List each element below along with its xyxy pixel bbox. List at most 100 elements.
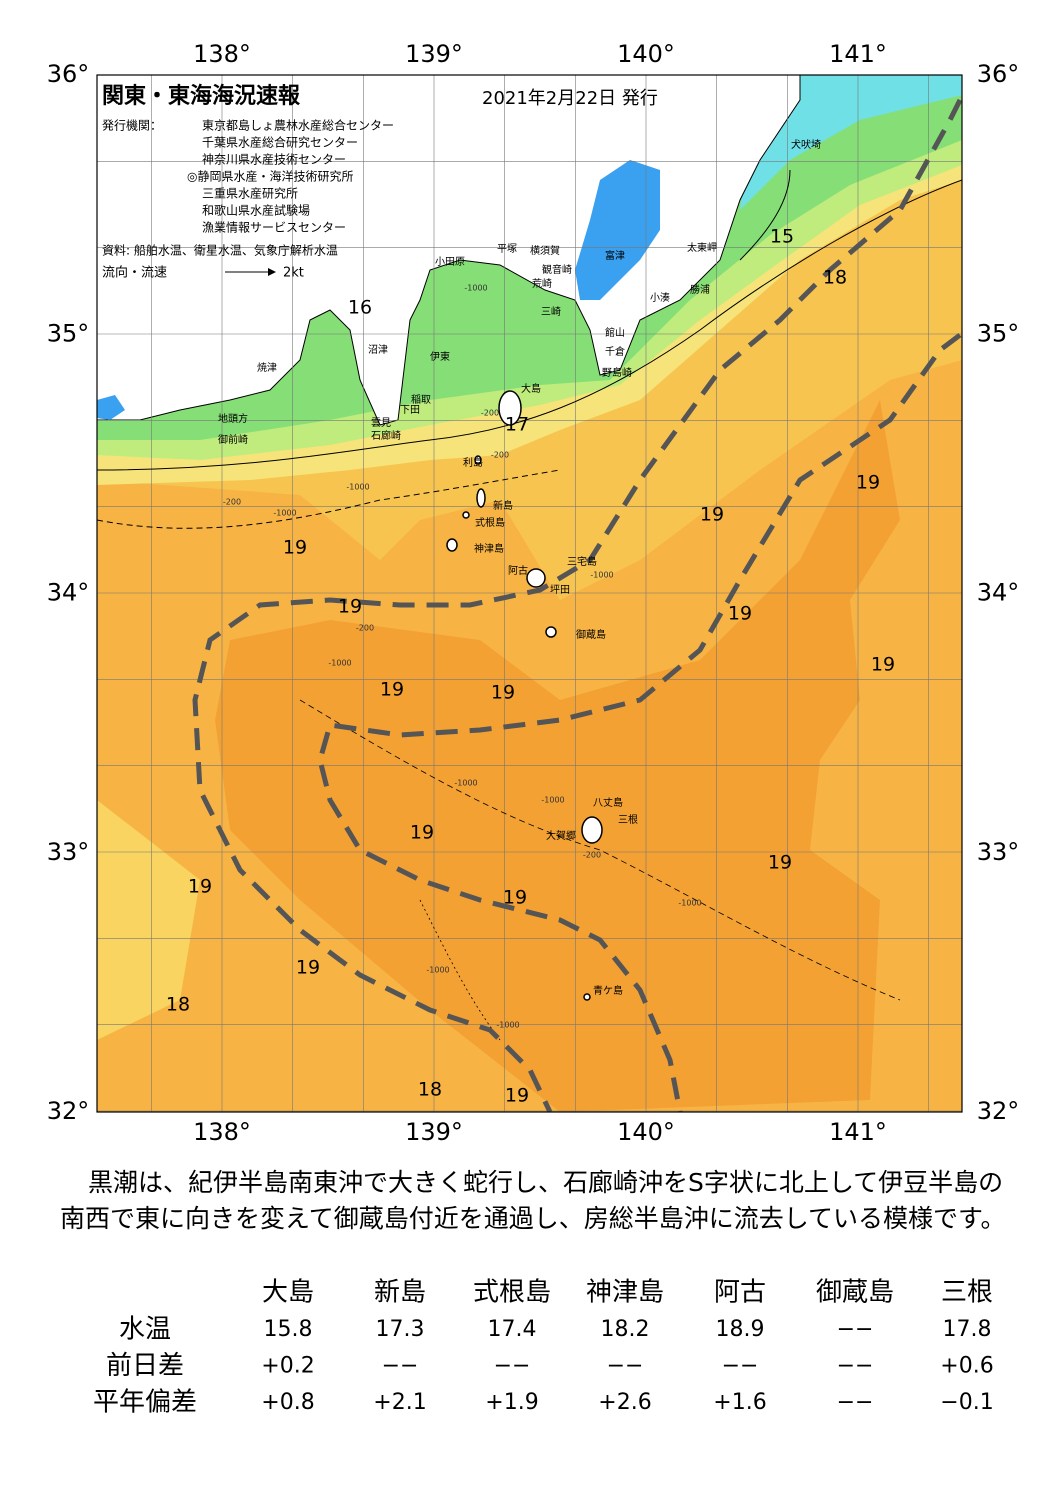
place-name: 三崎 [541,305,561,318]
place-name: 平塚 [497,243,517,255]
longitude-label: 141° [829,1118,887,1146]
place-name: 坪田 [550,583,570,596]
place-name: 千倉 [605,345,625,358]
isotherm-label: 19 [338,596,362,618]
longitude-label: 138° [193,1118,251,1146]
map: 関東・東海海況速報 2021年2月22日 発行 発行機関： 資料: 船舶水温、衛… [47,40,1020,1146]
table-cell: +0.2 [261,1354,314,1379]
table-cell: 18.9 [716,1317,765,1342]
table-cell: +0.6 [940,1354,993,1379]
column-header: 阿古 [714,1278,766,1308]
place-name: 大島 [521,382,541,395]
isotherm-label: 18 [166,994,190,1016]
table-cell: +2.6 [598,1390,651,1415]
latitude-label: 36° [977,60,1020,88]
latitude-label: 33° [47,838,90,866]
table-cell: −− [837,1390,874,1415]
row-label: 平年偏差 [93,1388,197,1418]
depth-label: -1000 [678,899,701,908]
table-cell: +1.9 [485,1390,538,1415]
place-name: 御蔵島 [576,628,606,641]
latitude-label: 35° [977,319,1020,347]
sources: 資料: 船舶水温、衛星水温、気象庁解析水温 [102,243,338,258]
place-name: 新島 [493,499,513,512]
isotherm-label: 18 [418,1079,442,1101]
latitude-label: 35° [47,319,90,347]
latitude-label: 33° [977,838,1020,866]
publisher: 和歌山県水産試験場 [202,203,310,218]
latitude-label: 32° [977,1097,1020,1125]
place-name: 伊東 [430,350,450,363]
place-name: 野島崎 [602,366,632,379]
depth-label: -1000 [464,284,487,293]
contours [97,169,962,1041]
place-name: 三根 [618,813,638,826]
place-name: 富津 [605,249,625,262]
table-cell: −− [382,1354,419,1379]
table-cell: −0.1 [940,1390,993,1415]
place-name: 利島 [463,456,483,469]
latitude-label: 36° [47,60,90,88]
isotherm-label: 19 [188,876,212,898]
table-cell: 18.2 [601,1317,650,1342]
isotherm-label: 19 [380,679,404,701]
row-label: 前日差 [106,1351,184,1381]
isotherm-label: 19 [700,504,724,526]
legend-speed: 2kt [283,266,304,281]
place-name: 荒崎 [532,277,552,290]
place-name: 地頭方 [218,412,248,425]
description: 黒潮は、紀伊半島南東沖で大きく蛇行し、石廊崎沖をS字状に北上して伊豆半島の南西で… [60,1168,1006,1233]
place-name: 小湊 [650,291,670,304]
depth-label: -1000 [541,796,564,805]
table-cell: +0.8 [261,1390,314,1415]
column-header: 三根 [941,1278,993,1308]
place-name: 神津島 [474,542,504,555]
depth-label: -1000 [496,1021,519,1030]
place-name: 式根島 [475,516,505,529]
table-cell: 17.3 [376,1317,425,1342]
depth-label: -1000 [328,659,351,668]
isotherm-label: 19 [410,822,434,844]
place-name: 犬吠埼 [791,138,821,151]
place-name: 青ケ島 [593,984,623,997]
isotherm-label: 19 [856,472,880,494]
table-cell: −− [722,1354,759,1379]
latitude-label: 34° [47,579,90,607]
place-name: 石廊崎 [371,429,401,442]
place-name: 下田 [400,405,420,416]
map-title: 関東・東海海況速報 [102,83,301,109]
place-name: 大賀郷 [546,829,576,842]
depth-label: -200 [481,409,499,418]
depth-label: -1000 [273,509,296,518]
issue-date: 2021年2月22日 発行 [482,88,658,109]
kuroshio-axis [192,98,962,1112]
table-cell: −− [494,1354,531,1379]
publisher: 漁業情報サービスセンター [202,221,346,235]
depth-label: -200 [223,498,241,507]
place-name: 阿古 [508,564,528,577]
place-name: 観音崎 [542,263,572,276]
isotherm-label: 16 [348,297,372,319]
longitude-label: 138° [193,40,251,68]
isotherm-label: 19 [505,1085,529,1107]
longitude-label: 141° [829,40,887,68]
publisher: 東京都島しょ農林水産総合センター [202,118,394,133]
isotherm-label: 19 [871,654,895,676]
table-cell: 15.8 [264,1317,313,1342]
place-name: 館山 [605,326,625,339]
column-header: 新島 [374,1278,426,1308]
latitude-label: 32° [47,1097,90,1125]
legend-arrowhead [268,268,276,276]
publisher: 三重県水産研究所 [202,186,298,201]
isotherm-label: 17 [505,414,529,436]
depth-label: -200 [583,851,601,860]
depth-label: -200 [356,624,374,633]
depth-label: -200 [491,451,509,460]
longitude-label: 139° [405,1118,463,1146]
place-name: 横須賀 [530,244,560,257]
column-header: 大島 [262,1278,314,1308]
publisher: ◎静岡県水産・海洋技術研究所 [187,169,353,184]
table-cell: +1.6 [713,1390,766,1415]
isotherm-label: 19 [283,537,307,559]
